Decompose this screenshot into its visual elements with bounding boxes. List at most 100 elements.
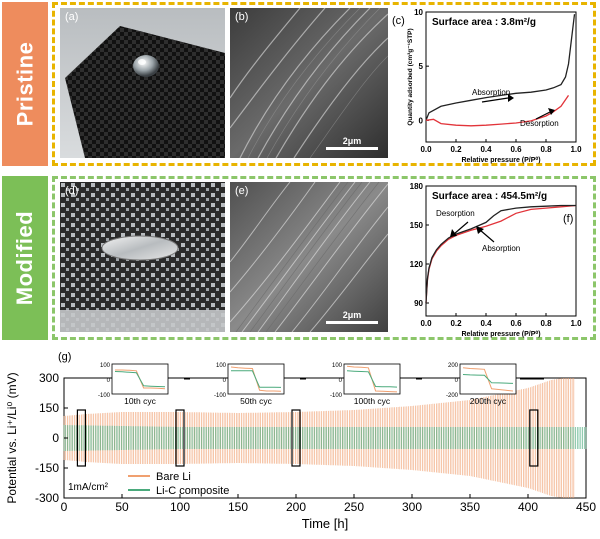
panel-g-inset-composite-trace xyxy=(114,371,166,388)
pristine-tab: Pristine xyxy=(2,2,48,166)
panel-g-xtick-label: 200 xyxy=(286,500,306,514)
panel-g-highlight-box xyxy=(529,409,539,467)
panel-g-highlight-box xyxy=(76,409,87,467)
carbon-cloth-droplet-image xyxy=(60,8,225,158)
panel-c-xtick-label: 0.8 xyxy=(540,145,552,154)
panel-g-inset-ytick: -100 xyxy=(214,393,227,399)
carbon-cloth-li-image xyxy=(60,182,225,332)
panel-g-inset-4: 200 0 -200 200th cyc xyxy=(446,363,517,406)
panel-e-label: (e) xyxy=(235,185,249,197)
panel-c-annotation-absorption: Absorption xyxy=(472,88,510,97)
panel-f-ytick-label: 150 xyxy=(410,221,424,230)
panel-c-axes-box xyxy=(425,11,577,143)
panel-g-xtick-label: 250 xyxy=(344,500,364,514)
panel-g-inset-3: 100 0 -100 100th cyc xyxy=(330,363,401,406)
panel-g-ytick-label: 150 xyxy=(39,401,59,415)
panel-g-inset-1: 100 0 -100 10th cyc xyxy=(98,363,169,406)
panel-b-sem: (b) 2μm xyxy=(230,8,388,158)
panel-b-label: (b) xyxy=(235,11,249,23)
panel-f-xtick-label: 0.8 xyxy=(540,319,552,328)
panel-g-xtick-label: 100 xyxy=(170,500,190,514)
modified-frame xyxy=(52,176,596,340)
panel-e-scale-text: 2μm xyxy=(342,310,362,320)
panel-g-xtick-label: 400 xyxy=(518,500,538,514)
panel-c-xtick-label: 0.0 xyxy=(420,145,432,154)
panel-g-inset-ytick: 100 xyxy=(332,363,343,369)
panel-c-xtick-label: 0.4 xyxy=(480,145,492,154)
panel-c-annotation-desorption: Desorption xyxy=(520,119,559,128)
panel-g-xtick-label: 300 xyxy=(402,500,422,514)
panel-g-highlight-box xyxy=(291,409,301,467)
panel-f-arrowhead xyxy=(476,226,484,234)
panel-g-inset-caption: 200th cyc xyxy=(470,396,507,406)
panel-c-xtick-label: 0.2 xyxy=(450,145,462,154)
panel-c-xtick-label: 0.6 xyxy=(510,145,522,154)
panel-g-inset-ytick: -100 xyxy=(330,393,343,399)
panel-f-xtick-label: 0.0 xyxy=(420,319,432,328)
panel-f-axes-box xyxy=(425,185,577,317)
panel-f-series-absorption xyxy=(425,204,577,304)
panel-f-annotation-absorption: Absorption xyxy=(482,244,520,253)
panel-f-series-desorption xyxy=(425,204,576,304)
panel-g-xlabel: Time [h] xyxy=(302,516,348,531)
panel-g-inset-ytick: 0 xyxy=(223,378,227,384)
panel-c-arrowhead xyxy=(508,94,514,102)
panel-g-condition: 1mA/cm² xyxy=(68,482,109,493)
panel-g-inset-ytick: 100 xyxy=(100,363,111,369)
panel-c-ytick-label: 10 xyxy=(414,8,423,17)
panel-c-ytick-label: 0 xyxy=(419,116,424,125)
panel-c-chart: (c) 0.0 0.2 0.4 0.6 0.8 1.0 0 5 10 Relative press… xyxy=(392,8,582,164)
panel-f-ytick-label: 120 xyxy=(410,260,424,269)
panel-g-inset-caption: 50th cyc xyxy=(240,396,272,406)
pristine-frame xyxy=(52,2,596,166)
panel-c-arrow xyxy=(535,110,553,120)
panel-g-ytick-label: 0 xyxy=(52,431,59,445)
modified-tab: Modified xyxy=(2,176,48,340)
panel-d-label: (d) xyxy=(65,185,79,197)
panel-c-label: (c) xyxy=(392,15,405,27)
panel-b-scale-text: 2μm xyxy=(342,136,362,146)
panel-g-chart: (g) 0 50 100 150 200 250 300 350 400 450 -300 -150 0… xyxy=(5,351,596,531)
panel-g-inset-2: 100 0 -100 50th cyc xyxy=(214,363,285,406)
panel-g-ytick-label: -300 xyxy=(35,491,59,505)
panel-g-label: (g) xyxy=(58,351,71,363)
panel-g-legend-composite: Li-C composite xyxy=(156,485,229,497)
panel-a-label: (a) xyxy=(65,11,79,23)
panel-g-ytick-label: 300 xyxy=(39,371,59,385)
panel-d-photo: (d) xyxy=(60,182,225,332)
panel-c-surface-area: Surface area : 3.8m²/g xyxy=(432,17,536,28)
panel-f-arrowhead xyxy=(450,229,457,237)
panel-g-xtick-label: 350 xyxy=(460,500,480,514)
panel-g-inset-composite-trace xyxy=(231,370,282,388)
panel-f-chart: (f) 0.0 0.2 0.4 0.6 0.8 1.0 90 120 150 180 Relativ… xyxy=(410,182,582,338)
panel-g-xtick-label: 450 xyxy=(576,500,596,514)
panel-f-xtick-label: 1.0 xyxy=(570,319,582,328)
panel-f-xtick-label: 0.4 xyxy=(480,319,492,328)
panel-c-series-absorption xyxy=(425,14,576,121)
panel-g-inset-ytick: 0 xyxy=(339,378,343,384)
panel-g-ylabel: Potential vs. Li⁺/Li⁰ (mV) xyxy=(5,372,19,503)
panel-b-scalebar: 2μm xyxy=(326,136,378,150)
panel-g-xtick-label: 0 xyxy=(61,500,68,514)
sem-fiber-modified-image xyxy=(230,182,388,332)
panel-g-xtick-label: 50 xyxy=(115,500,129,514)
panel-g-inset-ytick: 0 xyxy=(107,378,111,384)
panel-g-ytick-label: -150 xyxy=(35,461,59,475)
panel-c-arrowhead xyxy=(548,108,555,115)
panel-g-inset-ytick: 0 xyxy=(455,378,459,384)
panel-f-surface-area: Surface area : 454.5m²/g xyxy=(432,191,547,202)
panel-f-annotation-desorption: Desorption xyxy=(436,209,475,218)
panel-c-arrow xyxy=(481,97,509,103)
panel-e-scalebar: 2μm xyxy=(326,310,378,324)
panel-f-ytick-label: 90 xyxy=(414,299,423,308)
modified-label: Modified xyxy=(12,210,37,306)
panel-g-series-li-c-composite xyxy=(63,425,587,451)
panel-g-legend-bare: Bare Li xyxy=(156,471,191,483)
panel-g-inset-box xyxy=(459,363,517,395)
panel-f-arrow xyxy=(479,229,495,243)
panel-g-inset-composite-trace xyxy=(462,374,514,384)
panel-g-highlight-box xyxy=(175,409,185,467)
panel-g-inset-composite-trace xyxy=(346,370,398,388)
panel-g-inset-ytick: 200 xyxy=(448,363,459,369)
sem-fiber-image xyxy=(230,8,388,158)
